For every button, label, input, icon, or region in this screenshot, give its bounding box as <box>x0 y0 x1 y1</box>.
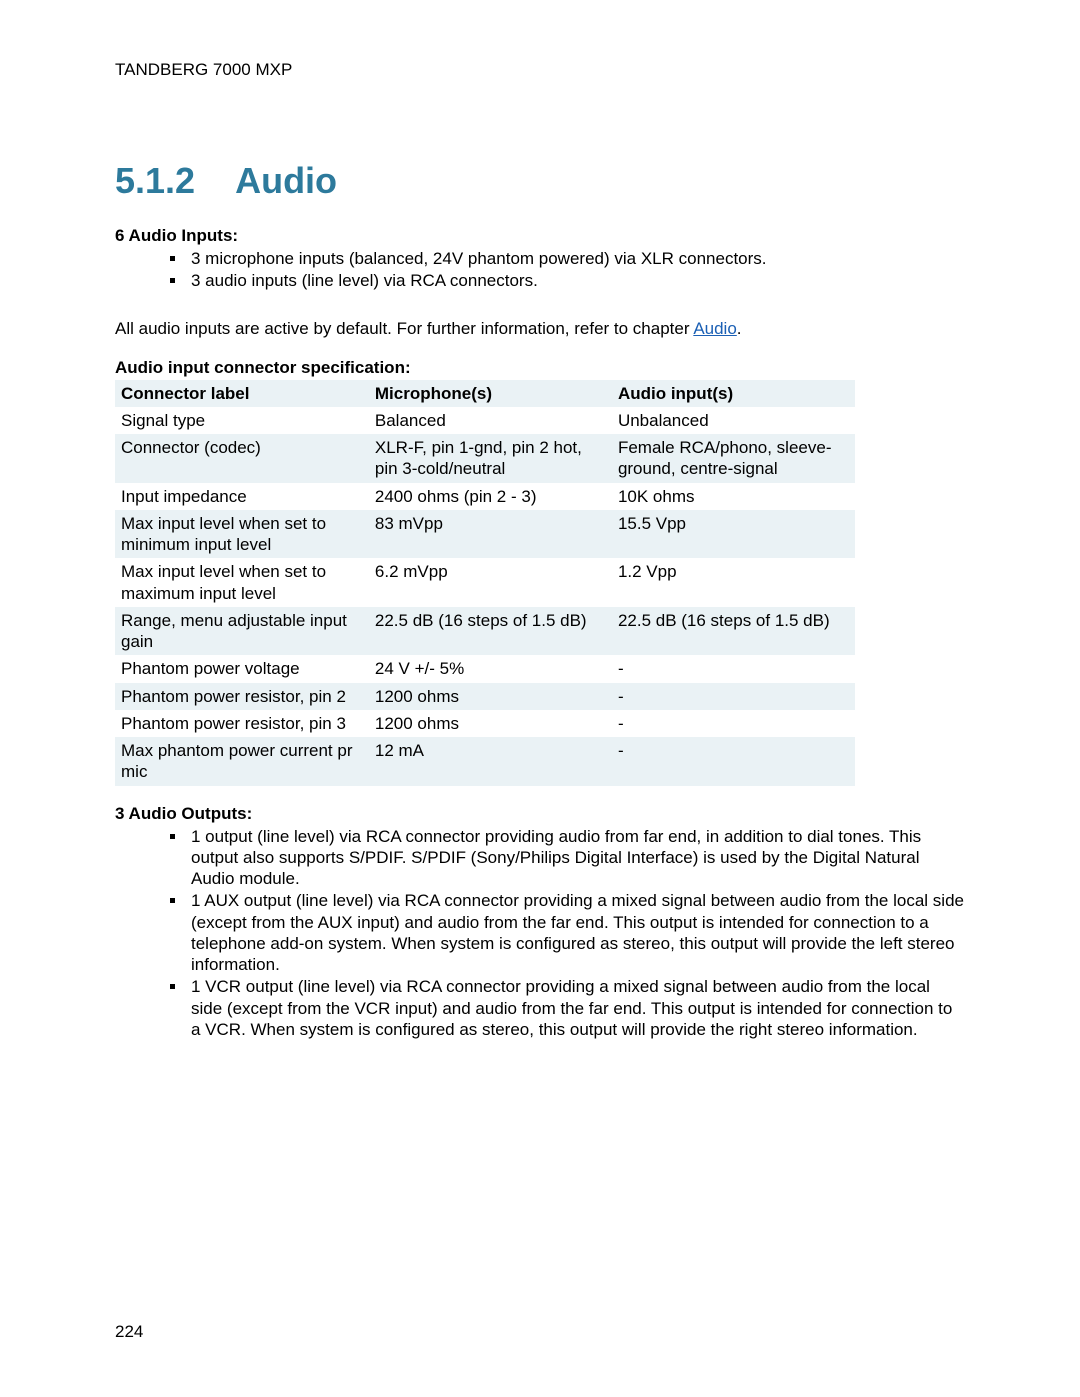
section-number: 5.1.2 <box>115 160 195 202</box>
table-cell: Input impedance <box>115 483 369 510</box>
list-item: 1 output (line level) via RCA connector … <box>187 826 965 890</box>
table-row: Phantom power resistor, pin 3 1200 ohms … <box>115 710 855 737</box>
table-cell: Max input level when set to maximum inpu… <box>115 558 369 607</box>
table-cell: Max phantom power current pr mic <box>115 737 369 786</box>
table-cell: Signal type <box>115 407 369 434</box>
table-cell: Phantom power resistor, pin 2 <box>115 683 369 710</box>
list-item: 3 audio inputs (line level) via RCA conn… <box>187 270 965 291</box>
table-header: Microphone(s) <box>369 380 612 407</box>
table-cell: 22.5 dB (16 steps of 1.5 dB) <box>369 607 612 656</box>
table-cell: - <box>612 710 855 737</box>
list-item: 3 microphone inputs (balanced, 24V phant… <box>187 248 965 269</box>
table-cell: - <box>612 683 855 710</box>
table-cell: Phantom power voltage <box>115 655 369 682</box>
audio-link[interactable]: Audio <box>693 319 736 338</box>
table-cell: Female RCA/phono, sleeve-ground, centre-… <box>612 434 855 483</box>
table-cell: 12 mA <box>369 737 612 786</box>
body-paragraph: All audio inputs are active by default. … <box>115 318 965 340</box>
inputs-heading: 6 Audio Inputs: <box>115 226 965 246</box>
table-cell: Unbalanced <box>612 407 855 434</box>
table-cell: - <box>612 655 855 682</box>
document-header: TANDBERG 7000 MXP <box>115 60 965 80</box>
table-cell: 22.5 dB (16 steps of 1.5 dB) <box>612 607 855 656</box>
table-cell: 24 V +/- 5% <box>369 655 612 682</box>
section-heading: 5.1.2 Audio <box>115 160 965 202</box>
table-row: Phantom power voltage 24 V +/- 5% - <box>115 655 855 682</box>
document-page: TANDBERG 7000 MXP 5.1.2 Audio 6 Audio Inp… <box>0 0 1080 1397</box>
table-header-row: Connector label Microphone(s) Audio inpu… <box>115 380 855 407</box>
table-cell: 1200 ohms <box>369 683 612 710</box>
table-cell: 10K ohms <box>612 483 855 510</box>
outputs-heading: 3 Audio Outputs: <box>115 804 965 824</box>
table-cell: 2400 ohms (pin 2 - 3) <box>369 483 612 510</box>
table-cell: 1200 ohms <box>369 710 612 737</box>
inputs-list: 3 microphone inputs (balanced, 24V phant… <box>115 248 965 292</box>
table-cell: Connector (codec) <box>115 434 369 483</box>
table-row: Range, menu adjustable input gain 22.5 d… <box>115 607 855 656</box>
table-row: Max phantom power current pr mic 12 mA - <box>115 737 855 786</box>
table-row: Signal type Balanced Unbalanced <box>115 407 855 434</box>
table-cell: 1.2 Vpp <box>612 558 855 607</box>
table-row: Max input level when set to minimum inpu… <box>115 510 855 559</box>
outputs-list: 1 output (line level) via RCA connector … <box>115 826 965 1041</box>
body-text: All audio inputs are active by default. … <box>115 319 693 338</box>
table-cell: 6.2 mVpp <box>369 558 612 607</box>
list-item: 1 AUX output (line level) via RCA connec… <box>187 890 965 975</box>
list-item: 1 VCR output (line level) via RCA connec… <box>187 976 965 1040</box>
table-cell: 83 mVpp <box>369 510 612 559</box>
table-row: Connector (codec) XLR-F, pin 1-gnd, pin … <box>115 434 855 483</box>
table-caption: Audio input connector specification: <box>115 358 965 378</box>
table-cell: XLR-F, pin 1-gnd, pin 2 hot, pin 3-cold/… <box>369 434 612 483</box>
table-cell: 15.5 Vpp <box>612 510 855 559</box>
table-cell: Max input level when set to minimum inpu… <box>115 510 369 559</box>
body-text: . <box>737 319 742 338</box>
page-number: 224 <box>115 1322 143 1342</box>
table-row: Max input level when set to maximum inpu… <box>115 558 855 607</box>
table-cell: Balanced <box>369 407 612 434</box>
table-cell: Phantom power resistor, pin 3 <box>115 710 369 737</box>
table-cell: Range, menu adjustable input gain <box>115 607 369 656</box>
section-title: Audio <box>235 160 337 201</box>
table-row: Input impedance 2400 ohms (pin 2 - 3) 10… <box>115 483 855 510</box>
table-row: Phantom power resistor, pin 2 1200 ohms … <box>115 683 855 710</box>
table-cell: - <box>612 737 855 786</box>
table-header: Audio input(s) <box>612 380 855 407</box>
table-header: Connector label <box>115 380 369 407</box>
spec-table: Connector label Microphone(s) Audio inpu… <box>115 380 855 786</box>
